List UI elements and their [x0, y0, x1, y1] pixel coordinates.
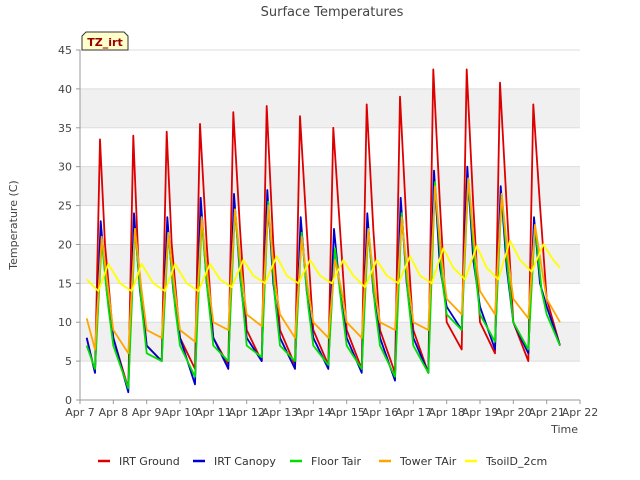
y-tick-label: 20	[58, 238, 72, 251]
x-tick-label: Apr 7	[65, 406, 95, 419]
x-tick-label: Apr 16	[362, 406, 399, 419]
x-tick-label: Apr 15	[328, 406, 365, 419]
legend-label: TsoilD_2cm	[485, 455, 547, 468]
y-tick-label: 45	[58, 44, 72, 57]
y-tick-label: 10	[58, 316, 72, 329]
x-tick-label: Apr 13	[262, 406, 299, 419]
x-tick-label: Apr 22	[562, 406, 599, 419]
legend-label: Floor Tair	[311, 455, 362, 468]
badge-box	[81, 31, 129, 51]
grid-band	[80, 166, 580, 206]
chart-title: Surface Temperatures	[261, 5, 404, 20]
legend: IRT Ground IRT Canopy Floor Tair Tower TAir…	[98, 455, 547, 468]
x-tick-label: Apr 8	[99, 406, 129, 419]
x-tick-label: Apr 12	[228, 406, 265, 419]
x-tick-label: Apr 9	[132, 406, 162, 419]
x-tick-label: Apr 17	[395, 406, 432, 419]
legend-label: IRT Ground	[119, 455, 180, 468]
badge-label: TZ_irt	[87, 36, 122, 49]
y-axis-label: Temperature (C)	[7, 180, 20, 270]
legend-label: IRT Canopy	[214, 455, 276, 468]
x-tick-label: Apr 10	[162, 406, 199, 419]
series-layer	[85, 68, 561, 394]
x-tick-label: Apr 21	[528, 406, 565, 419]
legend-label: Tower TAir	[399, 455, 457, 468]
x-tick-label: Apr 18	[428, 406, 465, 419]
series-line-tsoild-2cm	[86, 239, 561, 293]
x-tick-label: Apr 20	[495, 406, 532, 419]
grid-band	[80, 88, 580, 128]
y-tick-label: 30	[58, 161, 72, 174]
y-tick-label: 25	[58, 200, 72, 213]
x-tick-label: Apr 11	[195, 406, 232, 419]
badge: TZ_irt	[81, 31, 129, 51]
x-axis-label: Time	[550, 423, 578, 436]
y-tick-label: 5	[65, 355, 72, 368]
y-tick-label: 40	[58, 83, 72, 96]
x-tick-label: Apr 19	[462, 406, 499, 419]
y-tick-label: 0	[65, 394, 72, 407]
series-line-tower-tair	[85, 177, 561, 355]
x-tick-label: Apr 14	[295, 406, 332, 419]
y-tick-label: 15	[58, 277, 72, 290]
y-tick-label: 35	[58, 122, 72, 135]
axes	[79, 50, 580, 401]
